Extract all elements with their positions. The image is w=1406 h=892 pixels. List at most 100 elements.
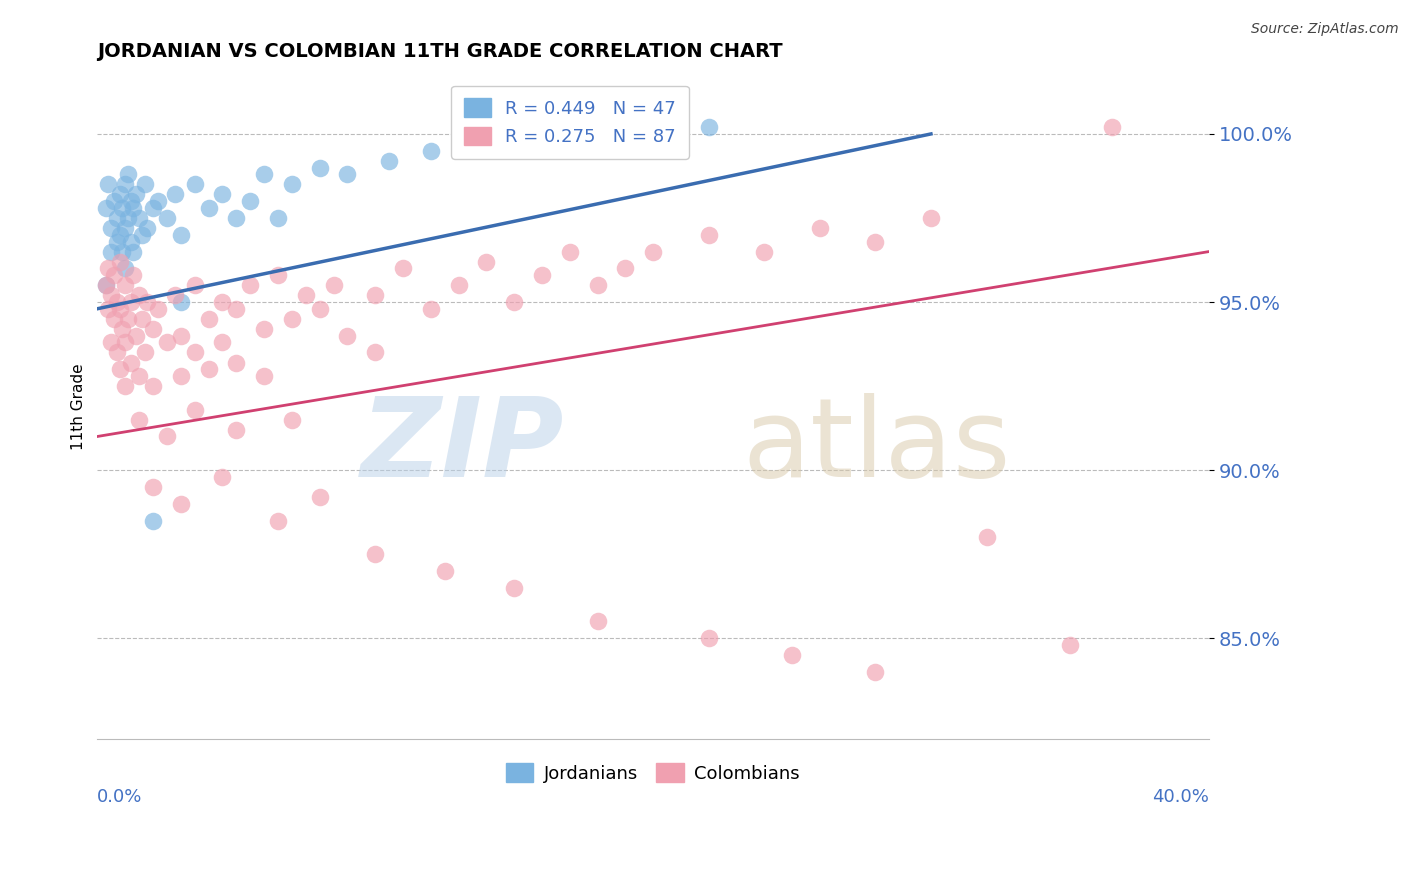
Text: atlas: atlas	[742, 392, 1011, 500]
Point	[105, 345, 128, 359]
Point	[614, 261, 637, 276]
Point	[239, 194, 262, 209]
Point	[156, 429, 179, 443]
Point	[105, 295, 128, 310]
Point	[447, 278, 470, 293]
Point	[170, 368, 193, 383]
Point	[170, 295, 193, 310]
Point	[117, 311, 139, 326]
Point	[530, 268, 553, 282]
Point	[697, 631, 720, 645]
Point	[142, 322, 165, 336]
Point	[183, 345, 205, 359]
Point	[134, 345, 156, 359]
Point	[100, 288, 122, 302]
Point	[117, 211, 139, 225]
Point	[364, 345, 387, 359]
Point	[165, 187, 187, 202]
Point	[225, 301, 247, 316]
Point	[103, 268, 125, 282]
Point	[128, 211, 150, 225]
Point	[419, 301, 441, 316]
Point	[586, 615, 609, 629]
Point	[197, 201, 219, 215]
Point	[475, 254, 498, 268]
Point	[503, 295, 526, 310]
Point	[114, 335, 136, 350]
Point	[105, 235, 128, 249]
Point	[117, 167, 139, 181]
Point	[197, 362, 219, 376]
Point	[1059, 638, 1081, 652]
Point	[170, 227, 193, 242]
Point	[392, 261, 415, 276]
Point	[433, 564, 456, 578]
Point	[120, 295, 142, 310]
Point	[136, 295, 159, 310]
Legend: Jordanians, Colombians: Jordanians, Colombians	[499, 756, 807, 790]
Point	[94, 201, 117, 215]
Point	[225, 423, 247, 437]
Point	[780, 648, 803, 662]
Point	[267, 514, 290, 528]
Point	[111, 244, 134, 259]
Point	[336, 328, 359, 343]
Point	[134, 178, 156, 192]
Point	[253, 322, 276, 336]
Point	[197, 311, 219, 326]
Point	[114, 379, 136, 393]
Point	[165, 288, 187, 302]
Point	[253, 368, 276, 383]
Text: ZIP: ZIP	[361, 392, 564, 500]
Point	[142, 480, 165, 494]
Point	[322, 278, 344, 293]
Point	[558, 244, 581, 259]
Point	[586, 278, 609, 293]
Text: JORDANIAN VS COLOMBIAN 11TH GRADE CORRELATION CHART: JORDANIAN VS COLOMBIAN 11TH GRADE CORREL…	[97, 42, 783, 61]
Point	[211, 470, 233, 484]
Point	[103, 311, 125, 326]
Text: Source: ZipAtlas.com: Source: ZipAtlas.com	[1251, 22, 1399, 37]
Point	[419, 144, 441, 158]
Point	[128, 412, 150, 426]
Point	[97, 261, 120, 276]
Point	[754, 244, 776, 259]
Point	[170, 497, 193, 511]
Point	[125, 187, 148, 202]
Point	[211, 295, 233, 310]
Point	[94, 278, 117, 293]
Point	[97, 178, 120, 192]
Point	[183, 178, 205, 192]
Point	[643, 244, 665, 259]
Point	[131, 227, 153, 242]
Point	[920, 211, 942, 225]
Point	[108, 301, 131, 316]
Point	[100, 244, 122, 259]
Point	[156, 211, 179, 225]
Point	[336, 167, 359, 181]
Point	[103, 194, 125, 209]
Point	[100, 221, 122, 235]
Point	[114, 278, 136, 293]
Point	[364, 288, 387, 302]
Point	[267, 211, 290, 225]
Point	[120, 194, 142, 209]
Point	[125, 328, 148, 343]
Point	[111, 201, 134, 215]
Point	[281, 311, 304, 326]
Point	[697, 120, 720, 135]
Point	[142, 379, 165, 393]
Point	[225, 355, 247, 369]
Point	[114, 221, 136, 235]
Y-axis label: 11th Grade: 11th Grade	[72, 363, 86, 450]
Point	[808, 221, 831, 235]
Point	[378, 153, 401, 168]
Point	[142, 201, 165, 215]
Point	[128, 368, 150, 383]
Point	[976, 530, 998, 544]
Point	[281, 412, 304, 426]
Point	[697, 227, 720, 242]
Point	[122, 201, 145, 215]
Point	[148, 194, 170, 209]
Point	[94, 278, 117, 293]
